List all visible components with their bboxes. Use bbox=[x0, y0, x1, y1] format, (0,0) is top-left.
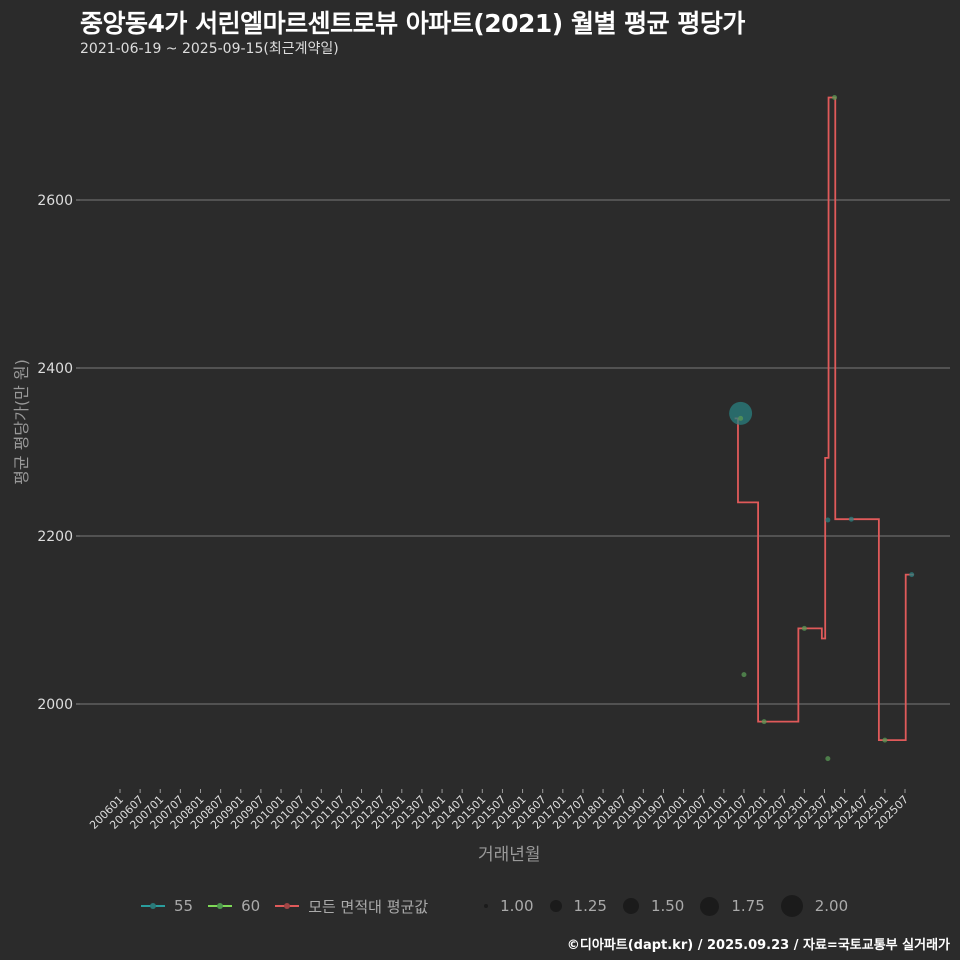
size-dot-icon bbox=[549, 900, 562, 912]
size-dot-icon bbox=[700, 896, 720, 916]
point-60 bbox=[832, 95, 838, 101]
point-55 bbox=[729, 401, 753, 425]
size-label: 1.00 bbox=[500, 897, 534, 915]
point-60 bbox=[738, 415, 744, 421]
size-dot-icon bbox=[622, 898, 639, 914]
legend-size-2: 1.25 bbox=[549, 897, 607, 915]
point-60 bbox=[825, 756, 831, 762]
gridlines bbox=[80, 199, 950, 705]
legend-item-average: 모든 면적대 평균값 bbox=[274, 896, 428, 917]
legend-label-55: 55 bbox=[174, 897, 194, 915]
point-60 bbox=[801, 625, 807, 631]
y-tick-label: 2400 bbox=[37, 361, 73, 377]
point-60 bbox=[761, 719, 767, 725]
size-dot-icon bbox=[484, 904, 489, 908]
y-tick-label: 2600 bbox=[37, 193, 73, 209]
legend-label-average: 모든 면적대 평균값 bbox=[308, 897, 429, 916]
legend-size-4: 1.75 bbox=[700, 896, 765, 916]
chart-subtitle: 2021-06-19 ~ 2025-09-15(최근계약일) bbox=[80, 41, 339, 57]
legend-label-60: 60 bbox=[241, 897, 261, 915]
legend-key-average-icon bbox=[274, 899, 300, 913]
size-label: 1.50 bbox=[650, 897, 685, 915]
point-55 bbox=[825, 517, 831, 523]
legend: 55 60 모든 면적대 평균값 1.00 1.25 1.50 1.75 2.0… bbox=[140, 895, 864, 917]
source-caption: ©디아파트(dapt.kr) / 2025.09.23 / 자료=국토교통부 실… bbox=[566, 938, 950, 953]
legend-size-1: 1.00 bbox=[484, 897, 534, 915]
x-axis-ticks: 2006012006072007012007072008012008072009… bbox=[87, 789, 911, 832]
y-tick-label: 2200 bbox=[37, 529, 73, 545]
legend-item-55: 55 bbox=[140, 897, 193, 915]
legend-item-60: 60 bbox=[207, 897, 260, 915]
y-axis-ticks: 2000 2200 2400 2600 bbox=[37, 193, 80, 713]
legend-key-60-icon bbox=[207, 899, 233, 913]
point-55 bbox=[848, 516, 854, 522]
legend-size-5: 2.00 bbox=[780, 895, 849, 917]
chart-title: 중앙동4가 서린엘마르센트로뷰 아파트(2021) 월별 평균 평당가 bbox=[80, 9, 745, 38]
size-label: 1.25 bbox=[573, 897, 607, 915]
series-layer bbox=[729, 95, 915, 762]
y-axis-label: 평균 평당가(만 원) bbox=[12, 359, 31, 485]
legend-size-3: 1.50 bbox=[622, 897, 685, 915]
y-tick-label: 2000 bbox=[37, 697, 73, 713]
size-label: 2.00 bbox=[814, 897, 849, 915]
size-dot-icon bbox=[780, 895, 803, 917]
point-60 bbox=[741, 672, 747, 678]
legend-key-55-icon bbox=[140, 899, 166, 913]
point-55 bbox=[909, 572, 915, 578]
size-label: 1.75 bbox=[731, 897, 765, 915]
point-60 bbox=[882, 737, 888, 743]
x-axis-label: 거래년월 bbox=[478, 845, 541, 865]
average-step-line bbox=[734, 96, 914, 742]
